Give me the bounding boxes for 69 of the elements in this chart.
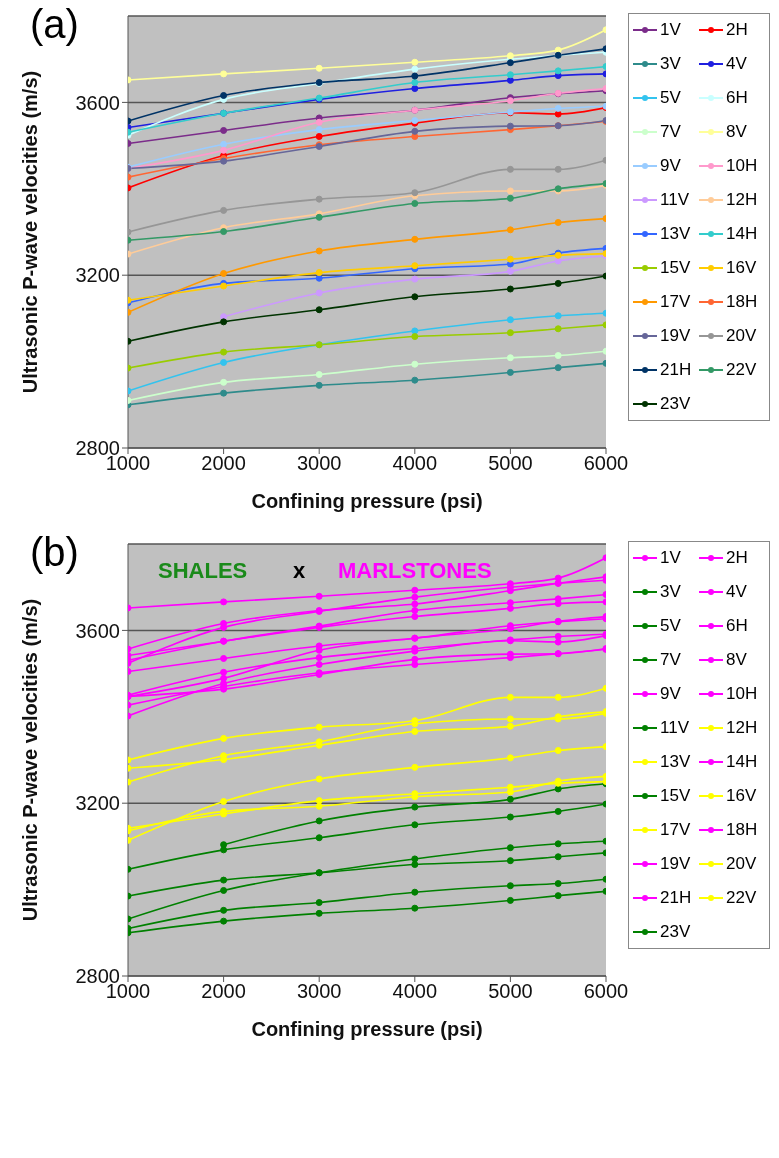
legend-label: 6H <box>726 88 748 108</box>
legend-label: 21H <box>660 888 692 908</box>
x-tick-label: 3000 <box>296 980 342 1003</box>
legend-label: 3V <box>660 582 681 602</box>
chart-title: (a) <box>30 2 79 47</box>
legend-label: 3V <box>660 54 681 74</box>
legend-label: 1V <box>660 548 681 568</box>
legend-label: 13V <box>660 224 691 244</box>
legend-label: 12H <box>726 718 758 738</box>
legend-label: 12H <box>726 190 758 210</box>
y-tick-label: 3200 <box>75 264 120 287</box>
legend-label: 22V <box>726 888 757 908</box>
x-tick-label: 5000 <box>488 980 533 1003</box>
annotation: x <box>293 558 306 584</box>
y-tick-label: 3600 <box>75 91 120 114</box>
legend-label: 7V <box>660 650 681 670</box>
legend-label: 16V <box>726 786 757 806</box>
x-tick-label: 2000 <box>201 980 246 1003</box>
x-tick-label: 3000 <box>296 452 342 475</box>
legend-label: 19V <box>660 326 691 346</box>
x-tick-label: 4000 <box>392 452 438 475</box>
y-tick-label: 3200 <box>75 792 120 815</box>
x-axis-title: Confining pressure (psi) <box>251 490 483 512</box>
legend-label: 6H <box>726 616 748 636</box>
legend-label: 10H <box>726 684 758 704</box>
legend-label: 14H <box>726 752 758 772</box>
legend-label: 15V <box>660 786 691 806</box>
annotation: MARLSTONES <box>338 558 492 584</box>
legend-label: 11V <box>660 190 689 210</box>
legend-label: 13V <box>660 752 691 772</box>
legend-label: 18H <box>726 820 758 840</box>
legend-label: 23V <box>660 394 691 414</box>
legend-label: 20V <box>726 326 757 346</box>
legend-label: 19V <box>660 854 691 874</box>
legend-label: 8V <box>726 650 747 670</box>
annotation: SHALES <box>158 558 248 584</box>
legend-label: 17V <box>660 820 691 840</box>
chart-title: (b) <box>30 530 79 575</box>
legend-label: 7V <box>660 122 681 142</box>
legend-label: 5V <box>660 88 681 108</box>
x-tick-label: 5000 <box>488 452 533 475</box>
x-axis-title: Confining pressure (psi) <box>251 1018 483 1040</box>
legend-label: 4V <box>726 582 747 602</box>
legend-label: 23V <box>660 922 691 942</box>
legend-label: 16V <box>726 258 757 278</box>
legend-label: 17V <box>660 292 691 312</box>
x-tick-label: 6000 <box>583 980 629 1003</box>
y-axis-title: Ultrasonic P-wave velocities (m/s) <box>19 70 42 394</box>
legend-label: 14H <box>726 224 758 244</box>
x-tick-label: 6000 <box>583 452 629 475</box>
legend-label: 8V <box>726 122 747 142</box>
legend-label: 18H <box>726 292 758 312</box>
legend-label: 9V <box>660 156 681 176</box>
legend-label: 2H <box>726 548 748 568</box>
legend-label: 2H <box>726 20 748 40</box>
legend-label: 11V <box>660 718 689 738</box>
legend-label: 10H <box>726 156 758 176</box>
x-tick-label: 4000 <box>392 980 438 1003</box>
legend-label: 15V <box>660 258 691 278</box>
x-tick-label: 2000 <box>201 452 246 475</box>
legend-label: 5V <box>660 616 681 636</box>
legend-label: 4V <box>726 54 747 74</box>
legend-label: 1V <box>660 20 681 40</box>
y-axis-title: Ultrasonic P-wave velocities (m/s) <box>19 598 42 922</box>
legend-label: 9V <box>660 684 681 704</box>
legend-label: 20V <box>726 854 757 874</box>
y-tick-label: 3600 <box>75 619 120 642</box>
legend-label: 21H <box>660 360 692 380</box>
legend-label: 22V <box>726 360 757 380</box>
